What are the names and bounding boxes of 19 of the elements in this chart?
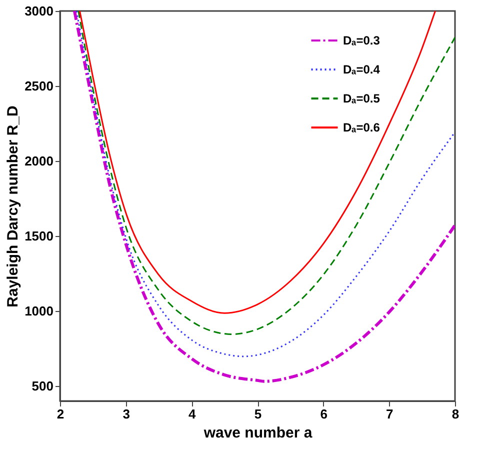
legend-label: Dₐ=0.4 xyxy=(343,62,380,76)
y-axis-title: Rayleigh Darcy number R_D xyxy=(4,105,22,308)
legend-label: Dₐ=0.3 xyxy=(343,34,380,48)
legend-label: Dₐ=0.6 xyxy=(343,120,380,134)
x-tick-label: 6 xyxy=(320,406,328,422)
x-tick-label: 8 xyxy=(452,406,460,422)
y-tick-label: 500 xyxy=(32,378,54,394)
y-tick-label: 3000 xyxy=(24,4,54,18)
x-tick-label: 4 xyxy=(188,406,197,422)
x-tick-label: 5 xyxy=(254,406,262,422)
y-tick-label: 1000 xyxy=(24,304,54,318)
legend-label: Dₐ=0.5 xyxy=(343,92,380,106)
x-axis-title: wave number a xyxy=(202,424,313,442)
y-tick-label: 2000 xyxy=(24,154,54,168)
y-tick-label: 1500 xyxy=(24,228,54,244)
y-tick-label: 2500 xyxy=(24,78,54,94)
x-tick-label: 2 xyxy=(56,406,64,422)
x-tick-label: 3 xyxy=(122,406,130,422)
x-tick-label: 7 xyxy=(386,406,394,422)
